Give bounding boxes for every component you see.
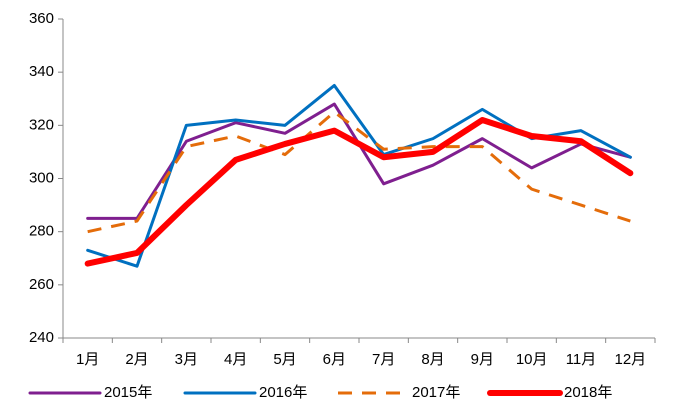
- series-line: [84, 117, 634, 267]
- y-tick-label: 320: [29, 116, 54, 133]
- x-tick-label: 9月: [471, 351, 494, 368]
- legend-label: 2018年: [564, 384, 612, 401]
- y-tick-label: 240: [29, 329, 54, 346]
- x-tick-label: 2月: [125, 351, 148, 368]
- y-tick-label: 280: [29, 223, 54, 240]
- x-tick-label: 8月: [421, 351, 444, 368]
- legend-label: 2017年: [412, 384, 460, 401]
- x-tick-label: 3月: [175, 351, 198, 368]
- y-tick-label: 360: [29, 10, 54, 27]
- x-tick-label: 7月: [372, 351, 395, 368]
- y-tick-label: 340: [29, 63, 54, 80]
- x-tick-label: 4月: [224, 351, 247, 368]
- x-tick-label: 12月: [614, 351, 646, 368]
- y-tick-label: 260: [29, 276, 54, 293]
- x-tick-label: 6月: [323, 351, 346, 368]
- y-tick-label: 300: [29, 169, 54, 186]
- x-tick-label: 1月: [76, 351, 99, 368]
- series-line: [86, 83, 632, 268]
- series-line: [87, 110, 631, 234]
- x-tick-label: 10月: [516, 351, 548, 368]
- legend-label: 2015年: [104, 384, 152, 401]
- legend-label: 2016年: [259, 384, 307, 401]
- x-tick-label: 11月: [566, 351, 597, 368]
- x-tick-label: 5月: [273, 351, 296, 368]
